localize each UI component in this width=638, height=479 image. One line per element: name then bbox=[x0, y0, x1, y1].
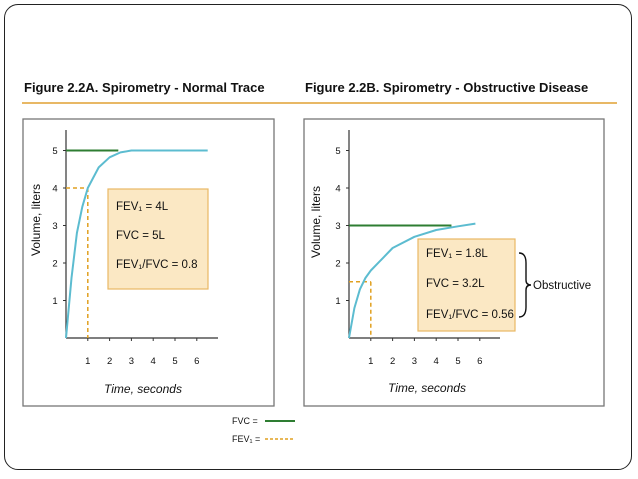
chart-a-fvc-label: FVC = 5L bbox=[116, 230, 166, 242]
chart-b-ytick-label: 3 bbox=[335, 221, 340, 232]
chart-a-volume-curve bbox=[65, 149, 208, 339]
chart-b-xtick-label: 3 bbox=[412, 356, 417, 367]
chart-a-ytick-label: 4 bbox=[52, 184, 57, 195]
chart-b-xtick-label: 4 bbox=[434, 356, 439, 367]
chart-b-volume-curve bbox=[348, 222, 476, 339]
chart-a-xtick-label: 4 bbox=[151, 356, 156, 367]
chart-a: Volume, liters Time, seconds 1 2 3 4 5 1 2 3 4 5 6 bbox=[29, 130, 218, 396]
chart-b-xlabel: Time, seconds bbox=[388, 381, 466, 395]
chart-a-fev1-label: FEV₁ = 4L bbox=[116, 201, 169, 213]
chart-b-ytick-label: 5 bbox=[335, 146, 340, 157]
chart-b-annotation-box bbox=[417, 238, 516, 332]
chart-a-ytick-label: 2 bbox=[52, 259, 57, 270]
chart-b-title: Figure 2.2B. Spirometry - Obstructive Di… bbox=[305, 80, 588, 95]
chart-b-xtick-label: 1 bbox=[368, 356, 373, 367]
chart-a-ytick-label: 1 bbox=[52, 296, 57, 307]
chart-a-ylabel: Volume, liters bbox=[29, 184, 43, 256]
chart-b-fev1-label: FEV₁ = 1.8L bbox=[426, 248, 488, 260]
obstructive-label: Obstructive bbox=[533, 280, 591, 292]
chart-b-ytick-label: 1 bbox=[335, 296, 340, 307]
chart-a-ytick-label: 3 bbox=[52, 221, 57, 232]
chart-b-ytick-label: 4 bbox=[335, 184, 340, 195]
chart-b-ylabel: Volume, liters bbox=[309, 186, 323, 258]
chart-a-xlabel: Time, seconds bbox=[104, 382, 182, 396]
chart-a-title: Figure 2.2A. Spirometry - Normal Trace bbox=[24, 80, 265, 95]
chart-b-ratio-label: FEV₁/FVC = 0.56 bbox=[426, 309, 514, 321]
legend-fvc-label: FVC = bbox=[232, 416, 258, 426]
panel-b-frame bbox=[303, 118, 605, 407]
chart-a-ratio-label: FEV₁/FVC = 0.8 bbox=[116, 259, 198, 271]
legend-fev1-label: FEV₁ = bbox=[232, 434, 260, 444]
chart-a-xtick-label: 1 bbox=[85, 356, 90, 367]
chart-b-xtick-label: 6 bbox=[477, 356, 482, 367]
chart-a-xtick-label: 5 bbox=[172, 356, 177, 367]
chart-a-annotation-box bbox=[107, 188, 209, 290]
obstructive-bracket bbox=[518, 252, 532, 318]
chart-a-ytick-label: 5 bbox=[52, 146, 57, 157]
chart-a-xtick-label: 2 bbox=[107, 356, 112, 367]
chart-b-xtick-label: 2 bbox=[390, 356, 395, 367]
chart-b-ytick-label: 2 bbox=[335, 259, 340, 270]
chart-a-xtick-label: 3 bbox=[129, 356, 134, 367]
chart-a-xtick-label: 6 bbox=[194, 356, 199, 367]
panel-a-frame bbox=[22, 118, 275, 407]
chart-b: Volume, liters Time, seconds 1 2 3 4 5 1 2 3 4 5 6 bbox=[309, 130, 500, 395]
chart-b-xtick-label: 5 bbox=[455, 356, 460, 367]
chart-b-fvc-label: FVC = 3.2L bbox=[426, 278, 485, 290]
